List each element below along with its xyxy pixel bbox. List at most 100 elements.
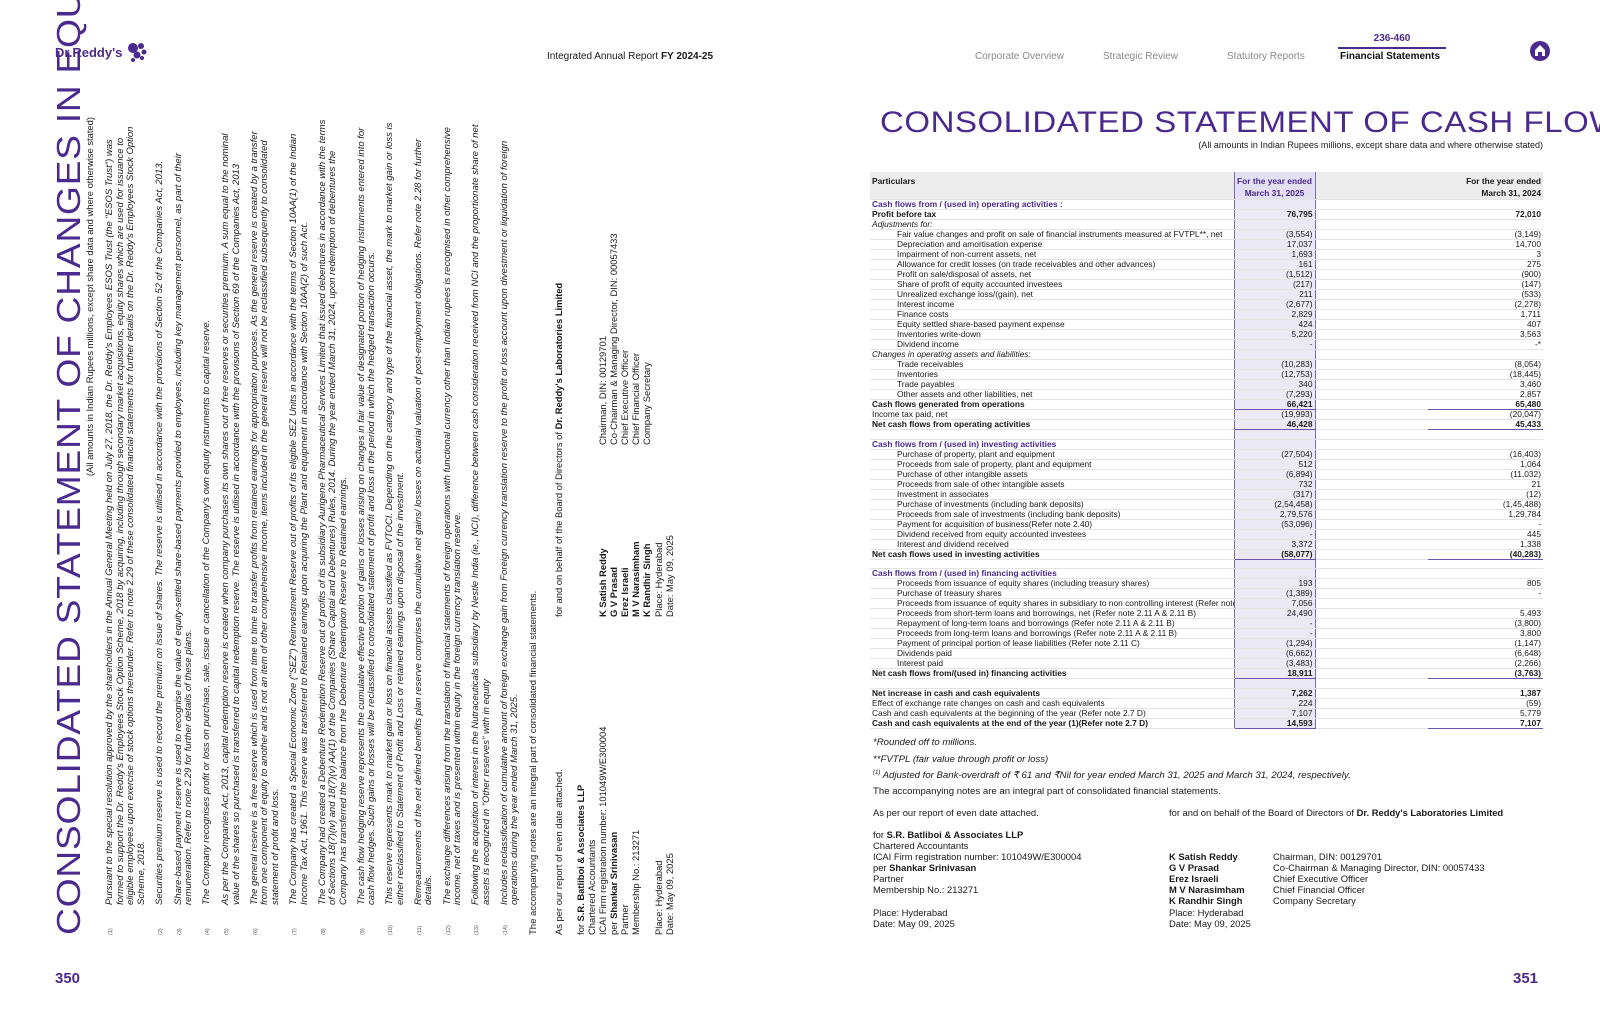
value-2025 bbox=[1233, 199, 1316, 210]
firm-registration: ICAI Firm registration number: 101049W/E… bbox=[597, 726, 609, 935]
value-2024: (2,266) bbox=[1428, 658, 1543, 670]
table-row: Dividend received from equity accounted … bbox=[870, 529, 1543, 540]
footnote-rounded: *Rounded off to millions. bbox=[873, 737, 977, 748]
table-row: Cash and cash equivalents at the beginni… bbox=[870, 708, 1543, 719]
value-2025: (217) bbox=[1233, 279, 1316, 290]
spacer-cell bbox=[1315, 578, 1428, 590]
table-row: Share of profit of equity accounted inve… bbox=[870, 279, 1543, 290]
value-2024: 5,493 bbox=[1428, 608, 1543, 620]
note-text: The Company recognises profit or loss on… bbox=[201, 319, 213, 905]
value-2025: (6,894) bbox=[1233, 469, 1316, 480]
spacer-cell bbox=[1315, 618, 1428, 630]
nav-corporate-overview[interactable]: Corporate Overview bbox=[975, 51, 1064, 62]
table-row: Net cash flows used in investing activit… bbox=[870, 548, 1543, 560]
row-label: Fair value changes and profit on sale of… bbox=[870, 229, 1234, 240]
nav-financial-statements[interactable]: Financial Statements bbox=[1340, 51, 1441, 62]
value-2024: 65,480 bbox=[1428, 399, 1543, 410]
note-number: (1) bbox=[108, 928, 114, 935]
value-2025 bbox=[1233, 559, 1316, 570]
header-2024-line2: March 31, 2024 bbox=[1481, 188, 1541, 198]
value-2025: 18,911 bbox=[1233, 668, 1316, 680]
value-2024: 407 bbox=[1428, 319, 1543, 330]
table-row: Investment in associates (317) (12) bbox=[870, 489, 1543, 500]
audit-firm: S.R. Batliboi & Associates LLP bbox=[886, 829, 1024, 840]
value-2024 bbox=[1428, 559, 1543, 570]
spacer-cell bbox=[1315, 648, 1428, 660]
value-2024: 2,857 bbox=[1428, 389, 1543, 400]
row-label bbox=[870, 429, 1234, 440]
row-label: Dividends paid bbox=[870, 648, 1234, 660]
value-2025: 5,220 bbox=[1233, 329, 1316, 340]
value-2025: 7,107 bbox=[1233, 708, 1316, 719]
firm-prefix: for bbox=[575, 924, 587, 935]
partner-role: Partner bbox=[619, 904, 631, 935]
note-number: (3) bbox=[176, 928, 183, 935]
table-row: Fair value changes and profit on sale of… bbox=[870, 229, 1543, 240]
value-2024 bbox=[1428, 439, 1543, 450]
value-2025: (19,993) bbox=[1233, 409, 1316, 420]
date: Date: May 09, 2025 bbox=[1169, 918, 1251, 929]
director-name: K Satish Reddy bbox=[597, 548, 609, 617]
value-2025: (1,294) bbox=[1233, 638, 1316, 650]
spacer-cell bbox=[1315, 688, 1428, 699]
table-row: Proceeds from long-term loans and borrow… bbox=[870, 628, 1543, 640]
spacer-cell bbox=[1315, 439, 1428, 450]
director-title: Company Secretary bbox=[641, 362, 653, 445]
row-label: Payment for acquisition of business(Refe… bbox=[870, 519, 1234, 530]
value-2024: 1,711 bbox=[1428, 309, 1543, 320]
table-row: Proceeds from sale of other intangible a… bbox=[870, 479, 1543, 490]
value-2024: 3 bbox=[1428, 249, 1543, 260]
spacer-cell bbox=[1315, 568, 1428, 580]
value-2025: 46,428 bbox=[1233, 419, 1316, 430]
note-number: (5) bbox=[224, 928, 231, 935]
table-row: Interest and dividend received 3,372 1,338 bbox=[870, 539, 1543, 550]
table-row: Trade receivables (10,283) (8,054) bbox=[870, 359, 1543, 370]
value-2025: - bbox=[1233, 628, 1316, 640]
note-item: (12) The exchange differences arising fro… bbox=[442, 111, 464, 935]
table-row: Impairment of non-current assets, net 1,6… bbox=[870, 249, 1543, 260]
spacer-cell bbox=[1315, 598, 1428, 610]
value-2025: 2,79,576 bbox=[1233, 509, 1316, 520]
row-label: Cash flows from / (used in) operating ac… bbox=[870, 199, 1234, 210]
nav-strategic-review[interactable]: Strategic Review bbox=[1103, 51, 1179, 62]
value-2024: (533) bbox=[1428, 289, 1543, 300]
page-title: CONSOLIDATED STATEMENT OF CHANGES IN EQU… bbox=[50, 0, 87, 935]
signature-block: As per our report of even date attached.… bbox=[873, 803, 1553, 943]
note-text: Following the acquisition of interest in… bbox=[470, 124, 492, 905]
header-2025-line2: March 31, 2025 bbox=[1244, 188, 1305, 198]
value-2024: (3,149) bbox=[1428, 229, 1543, 240]
table-row: Proceeds from sale of investments (inclu… bbox=[870, 509, 1543, 520]
home-button[interactable] bbox=[1530, 41, 1550, 61]
footnote-fvtpl: **FVTPL (fair value through profit or lo… bbox=[873, 754, 1049, 765]
spacer-cell bbox=[1315, 219, 1428, 230]
value-2025: 1,693 bbox=[1233, 249, 1316, 260]
note-text: The general reserve is a free reserve wh… bbox=[248, 131, 281, 905]
value-2025: - bbox=[1233, 529, 1316, 540]
table-row: Purchase of investments (including bank … bbox=[870, 499, 1543, 510]
director-name: Erez Israeli bbox=[1169, 873, 1219, 884]
value-2025: 193 bbox=[1233, 578, 1316, 590]
spacer-cell bbox=[1315, 259, 1428, 270]
note-number: (11) bbox=[416, 925, 423, 935]
note-number: (14) bbox=[502, 925, 509, 935]
director-name: M V Narasimham bbox=[630, 541, 642, 617]
company-logo: Dr.Reddy's bbox=[55, 40, 149, 64]
table-row bbox=[870, 429, 1543, 440]
note-text: As per the Companies Act, 2013, capital … bbox=[220, 133, 242, 905]
note-item: (9) The cash flow hedging reserve represe… bbox=[356, 111, 378, 935]
table-row: Unrealized exchange loss/(gain), net 211 (… bbox=[870, 289, 1543, 300]
table-row: Net increase in cash and cash equivalent… bbox=[870, 688, 1543, 699]
note-number: (10) bbox=[388, 925, 395, 935]
table-row: Payment for acquisition of business(Refe… bbox=[870, 519, 1543, 530]
table-row: Equity settled share-based payment expen… bbox=[870, 319, 1543, 330]
note-text: This reserve represents mark to market g… bbox=[384, 122, 406, 905]
spacer-cell bbox=[1315, 588, 1428, 600]
note-number: (7) bbox=[292, 928, 299, 935]
table-row: Profit on sale/disposal of assets, net (1… bbox=[870, 269, 1543, 280]
row-label: Depreciation and amortisation expense bbox=[870, 239, 1234, 250]
table-row: Finance costs 2,829 1,711 bbox=[870, 309, 1543, 320]
row-label: Net cash flows used in investing activit… bbox=[870, 549, 1234, 560]
row-label: Inventories write-down bbox=[870, 329, 1234, 340]
value-2025: (317) bbox=[1233, 489, 1316, 500]
nav-statutory-reports[interactable]: Statutory Reports bbox=[1227, 51, 1305, 62]
